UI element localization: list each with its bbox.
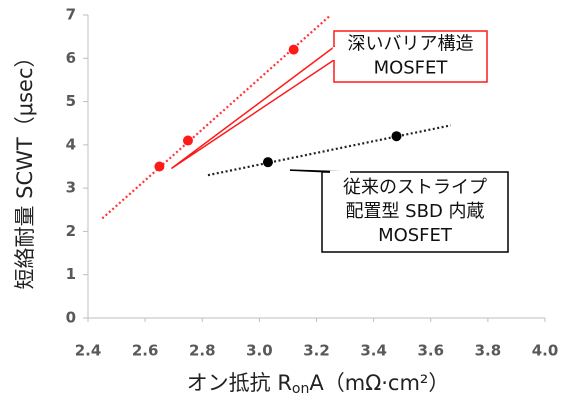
- x-tick-label: 3.8: [475, 342, 502, 360]
- point: [262, 157, 273, 168]
- x-tick-label: 3.2: [303, 342, 330, 360]
- callout-box: [321, 171, 509, 253]
- y-tick-label: 6: [66, 49, 76, 67]
- trend-line: [101, 14, 332, 220]
- trend-line: [207, 124, 451, 177]
- callout-text: 深いバリア構造: [348, 34, 474, 55]
- x-tick-label: 3.4: [360, 342, 387, 360]
- x-tick-label: 3.6: [417, 342, 444, 360]
- x-axis-label: オン抵抗 RonA（mΩ·cm²）: [187, 371, 450, 397]
- callout-text: 従来のストライプ: [343, 177, 487, 198]
- x-tick-label: 3.0: [246, 342, 273, 360]
- point: [391, 131, 402, 142]
- x-label-end: A（mΩ·cm²）: [309, 371, 449, 395]
- y-tick-label: 1: [66, 265, 76, 283]
- y-tick-label: 5: [66, 92, 76, 110]
- y-axis-label: 短絡耐量 SCWT（μsec）: [13, 46, 37, 289]
- x-tick-label: 4.0: [532, 342, 559, 360]
- y-tick-label: 3: [66, 179, 76, 197]
- y-tick-label: 0: [66, 309, 76, 327]
- callout-pointer: [170, 45, 335, 170]
- callout-box: [333, 30, 488, 83]
- callout-text: MOSFET: [378, 225, 453, 246]
- y-tick-label: 7: [66, 6, 76, 24]
- y-tick-label: 4: [66, 135, 76, 153]
- x-label-sub: on: [292, 381, 309, 397]
- x-tick-label: 2.4: [75, 342, 102, 360]
- point: [154, 161, 165, 172]
- point: [288, 44, 299, 55]
- x-tick-label: 2.8: [189, 342, 216, 360]
- point: [182, 135, 193, 146]
- x-tick-label: 2.6: [132, 342, 159, 360]
- y-tick-label: 2: [66, 222, 76, 240]
- callout-text: MOSFET: [374, 58, 449, 79]
- x-label-main: オン抵抗 R: [187, 371, 292, 395]
- callout-text: 配置型 SBD 内蔵: [345, 201, 484, 222]
